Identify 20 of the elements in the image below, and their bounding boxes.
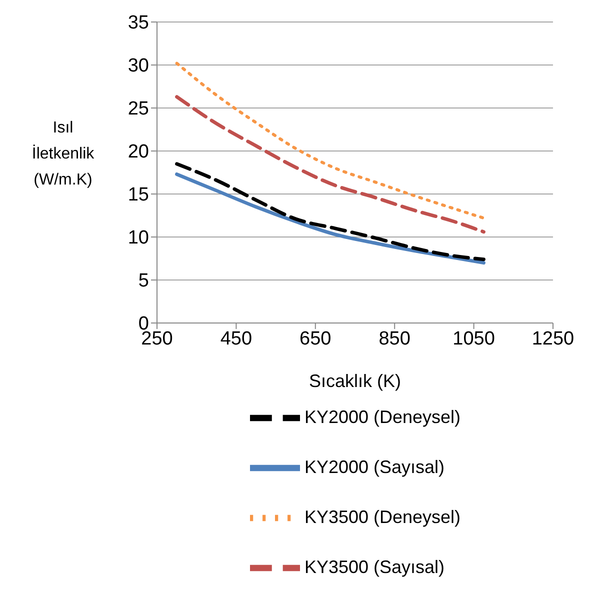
x-tick-label: 650 (300, 328, 332, 350)
y-tick-label: 15 (128, 184, 149, 206)
legend-label: KY2000 (Sayısal) (304, 456, 445, 477)
y-tick-label: 30 (128, 56, 149, 77)
legend-label: KY3500 (Deneysel) (304, 506, 461, 527)
y-tick-label: 20 (128, 142, 149, 163)
x-tick-label: 850 (378, 328, 410, 350)
line-series (175, 95, 486, 234)
line-series (175, 62, 486, 220)
y-axis-title: Isıl İletkenlik (W/m.K) (32, 120, 96, 188)
x-axis-title: Sıcaklık (K) (308, 371, 402, 391)
legend-label: KY2000 (Deneysel) (304, 406, 461, 427)
x-tick-label: 1050 (452, 328, 495, 350)
x-tick-label: 1250 (532, 328, 574, 350)
legend-label: KY3500 (Sayısal) (304, 556, 445, 577)
y-tick-label: 25 (128, 98, 149, 120)
y-tick-label: 5 (138, 270, 149, 292)
y-tick-label: 35 (128, 12, 149, 34)
x-tick-label: 450 (220, 328, 252, 350)
y-tick-label: 10 (128, 228, 149, 249)
